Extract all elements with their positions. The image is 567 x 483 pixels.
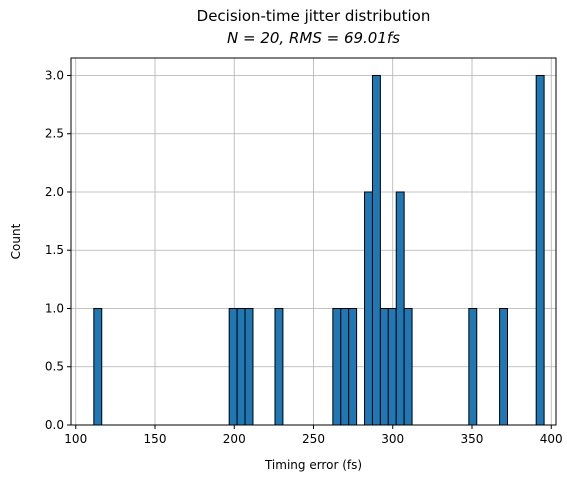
x-tick-label: 200	[223, 432, 246, 446]
x-tick-label: 250	[302, 432, 325, 446]
y-tick-label: 1.0	[45, 301, 64, 315]
histogram-bar	[332, 307, 342, 426]
chart-subtitle: N = 20, RMS = 69.01fs	[227, 29, 400, 47]
histogram-bar	[403, 307, 413, 426]
y-tick-label: 1.5	[45, 243, 64, 257]
grid-layer	[71, 58, 556, 426]
histogram-bar	[395, 191, 405, 426]
histogram-bar	[348, 307, 358, 426]
x-tick-label: 150	[144, 432, 167, 446]
histogram-bar	[379, 307, 389, 426]
x-axis-label: Timing error (fs)	[264, 458, 362, 472]
y-tick-label: 2.0	[45, 185, 64, 199]
histogram-bar	[371, 74, 381, 426]
y-tick-label: 2.5	[45, 127, 64, 141]
histogram-bar	[364, 191, 373, 426]
histogram-bar	[468, 307, 478, 426]
histogram-bar	[236, 307, 246, 426]
histogram-bar	[387, 307, 397, 426]
x-tick-label: 100	[64, 432, 87, 446]
histogram-bar	[535, 74, 545, 426]
x-tick-label: 350	[461, 432, 484, 446]
y-axis-label: Count	[9, 223, 23, 259]
x-tick-label: 300	[381, 432, 404, 446]
histogram-bar	[274, 307, 284, 426]
histogram-bar	[340, 307, 350, 426]
y-tick-label: 0.0	[45, 418, 64, 432]
chart-title: Decision-time jitter distribution	[196, 7, 431, 25]
histogram-bar	[499, 307, 509, 426]
histogram-bar	[93, 307, 103, 426]
histogram-bar	[244, 307, 254, 426]
histogram-bar	[228, 307, 238, 426]
tick-layer: 100 150 200 250 300 350 400 0.0 0.5 1.0 1.5 2.0 2.5 3…	[45, 68, 563, 446]
y-tick-label: 3.0	[45, 68, 64, 82]
y-tick-label: 0.5	[45, 360, 64, 374]
x-tick-label: 400	[540, 432, 563, 446]
